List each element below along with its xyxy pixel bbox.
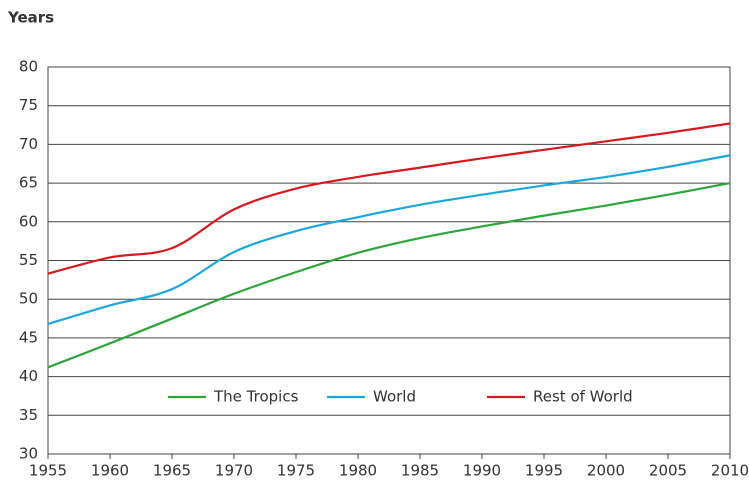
legend-label: Rest of World	[533, 388, 633, 406]
x-tick-label: 1990	[463, 462, 501, 480]
plot-frame	[47, 66, 731, 455]
x-tick-label: 2000	[587, 462, 625, 480]
x-tick-label: 2010	[711, 462, 749, 480]
series-line	[47, 122, 731, 275]
y-tick-label: 60	[19, 212, 38, 230]
x-tick-label: 1975	[277, 462, 315, 480]
x-tick-label: 1970	[215, 462, 253, 480]
legend-label: The Tropics	[213, 388, 299, 406]
y-tick-label: 50	[19, 290, 38, 308]
y-tick-label: 65	[19, 174, 38, 192]
series-line	[47, 154, 731, 326]
x-tick-label: 1995	[525, 462, 563, 480]
x-tick-label: 2005	[649, 462, 687, 480]
y-tick-label: 75	[19, 96, 38, 114]
y-tick-label: 80	[19, 58, 38, 76]
y-tick-label: 55	[19, 251, 38, 269]
x-tick-label: 1965	[153, 462, 191, 480]
y-tick-label: 70	[19, 135, 38, 153]
y-tick-label: 45	[19, 328, 38, 346]
y-tick-label: 35	[19, 406, 38, 424]
x-tick-label: 1980	[339, 462, 377, 480]
x-tick-label: 1985	[401, 462, 439, 480]
y-axis-label: Years	[7, 9, 54, 27]
y-tick-label: 40	[19, 367, 38, 385]
x-tick-label: 1955	[29, 462, 67, 480]
series-line	[47, 182, 731, 369]
x-tick-label: 1960	[91, 462, 129, 480]
y-tick-label: 30	[19, 445, 38, 463]
legend-label: World	[373, 388, 416, 406]
